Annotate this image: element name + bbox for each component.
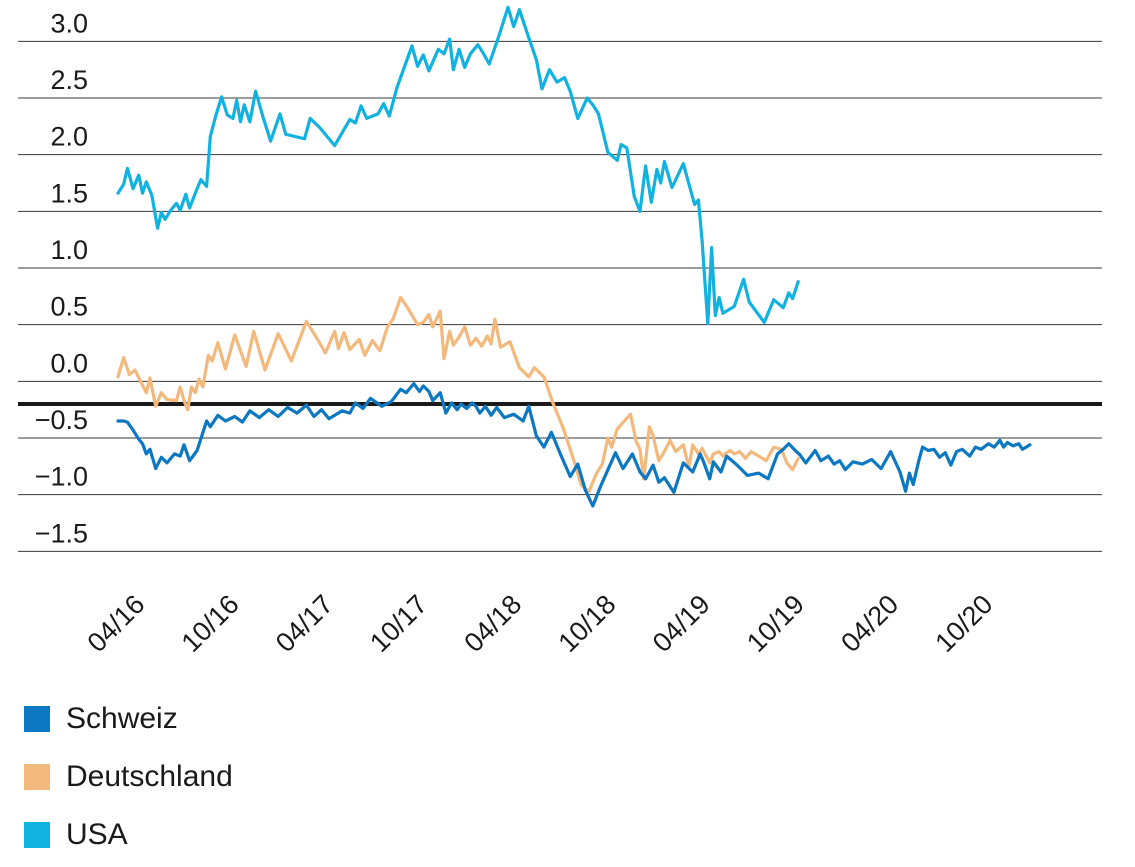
y-tick-label: 2.0 bbox=[50, 122, 88, 152]
y-tick-label: −1.0 bbox=[35, 462, 88, 492]
grid bbox=[18, 40, 1102, 552]
legend: Schweiz Deutschland USA bbox=[24, 690, 233, 864]
x-tick-label: 10/19 bbox=[741, 589, 810, 658]
legend-swatch-schweiz bbox=[24, 706, 50, 732]
x-axis: 04/16 10/16 04/17 10/17 04/18 10/18 04/19 10/19… bbox=[82, 589, 999, 658]
legend-item-schweiz: Schweiz bbox=[24, 690, 233, 748]
y-tick-label: 1.5 bbox=[50, 178, 88, 208]
y-tick-label: 1.0 bbox=[50, 235, 88, 265]
legend-item-usa: USA bbox=[24, 806, 233, 864]
y-tick-label: 0.5 bbox=[50, 292, 88, 322]
legend-swatch-usa bbox=[24, 822, 50, 848]
line-chart: 3.0 2.5 2.0 1.5 1.0 0.5 0.0 −0.5 −1.0 −1.5 04/16 1… bbox=[18, 5, 1102, 658]
x-tick-label: 04/19 bbox=[647, 589, 716, 658]
x-tick-label: 04/17 bbox=[270, 589, 339, 658]
series-line-usa bbox=[116, 5, 800, 326]
series-line-deutschland bbox=[116, 295, 800, 493]
y-tick-label: 2.5 bbox=[50, 65, 88, 95]
legend-label-usa: USA bbox=[66, 818, 128, 851]
x-tick-label: 04/20 bbox=[835, 589, 904, 658]
x-tick-label: 04/16 bbox=[82, 589, 151, 658]
x-tick-label: 10/17 bbox=[364, 589, 433, 658]
legend-label-schweiz: Schweiz bbox=[66, 702, 178, 735]
y-tick-label: 0.0 bbox=[50, 348, 88, 378]
y-axis: 3.0 2.5 2.0 1.5 1.0 0.5 0.0 −0.5 −1.0 −1.5 bbox=[35, 8, 88, 548]
series-lines bbox=[116, 5, 1032, 508]
x-tick-label: 10/16 bbox=[176, 589, 245, 658]
x-tick-label: 10/20 bbox=[929, 589, 998, 658]
legend-label-deutschland: Deutschland bbox=[66, 760, 233, 793]
y-tick-label: −1.5 bbox=[35, 518, 88, 548]
legend-item-deutschland: Deutschland bbox=[24, 748, 233, 806]
y-tick-label: 3.0 bbox=[50, 8, 88, 38]
y-tick-label: −0.5 bbox=[35, 405, 88, 435]
x-tick-label: 04/18 bbox=[458, 589, 527, 658]
series-line-schweiz bbox=[116, 382, 1032, 508]
legend-swatch-deutschland bbox=[24, 764, 50, 790]
x-tick-label: 10/18 bbox=[553, 589, 622, 658]
